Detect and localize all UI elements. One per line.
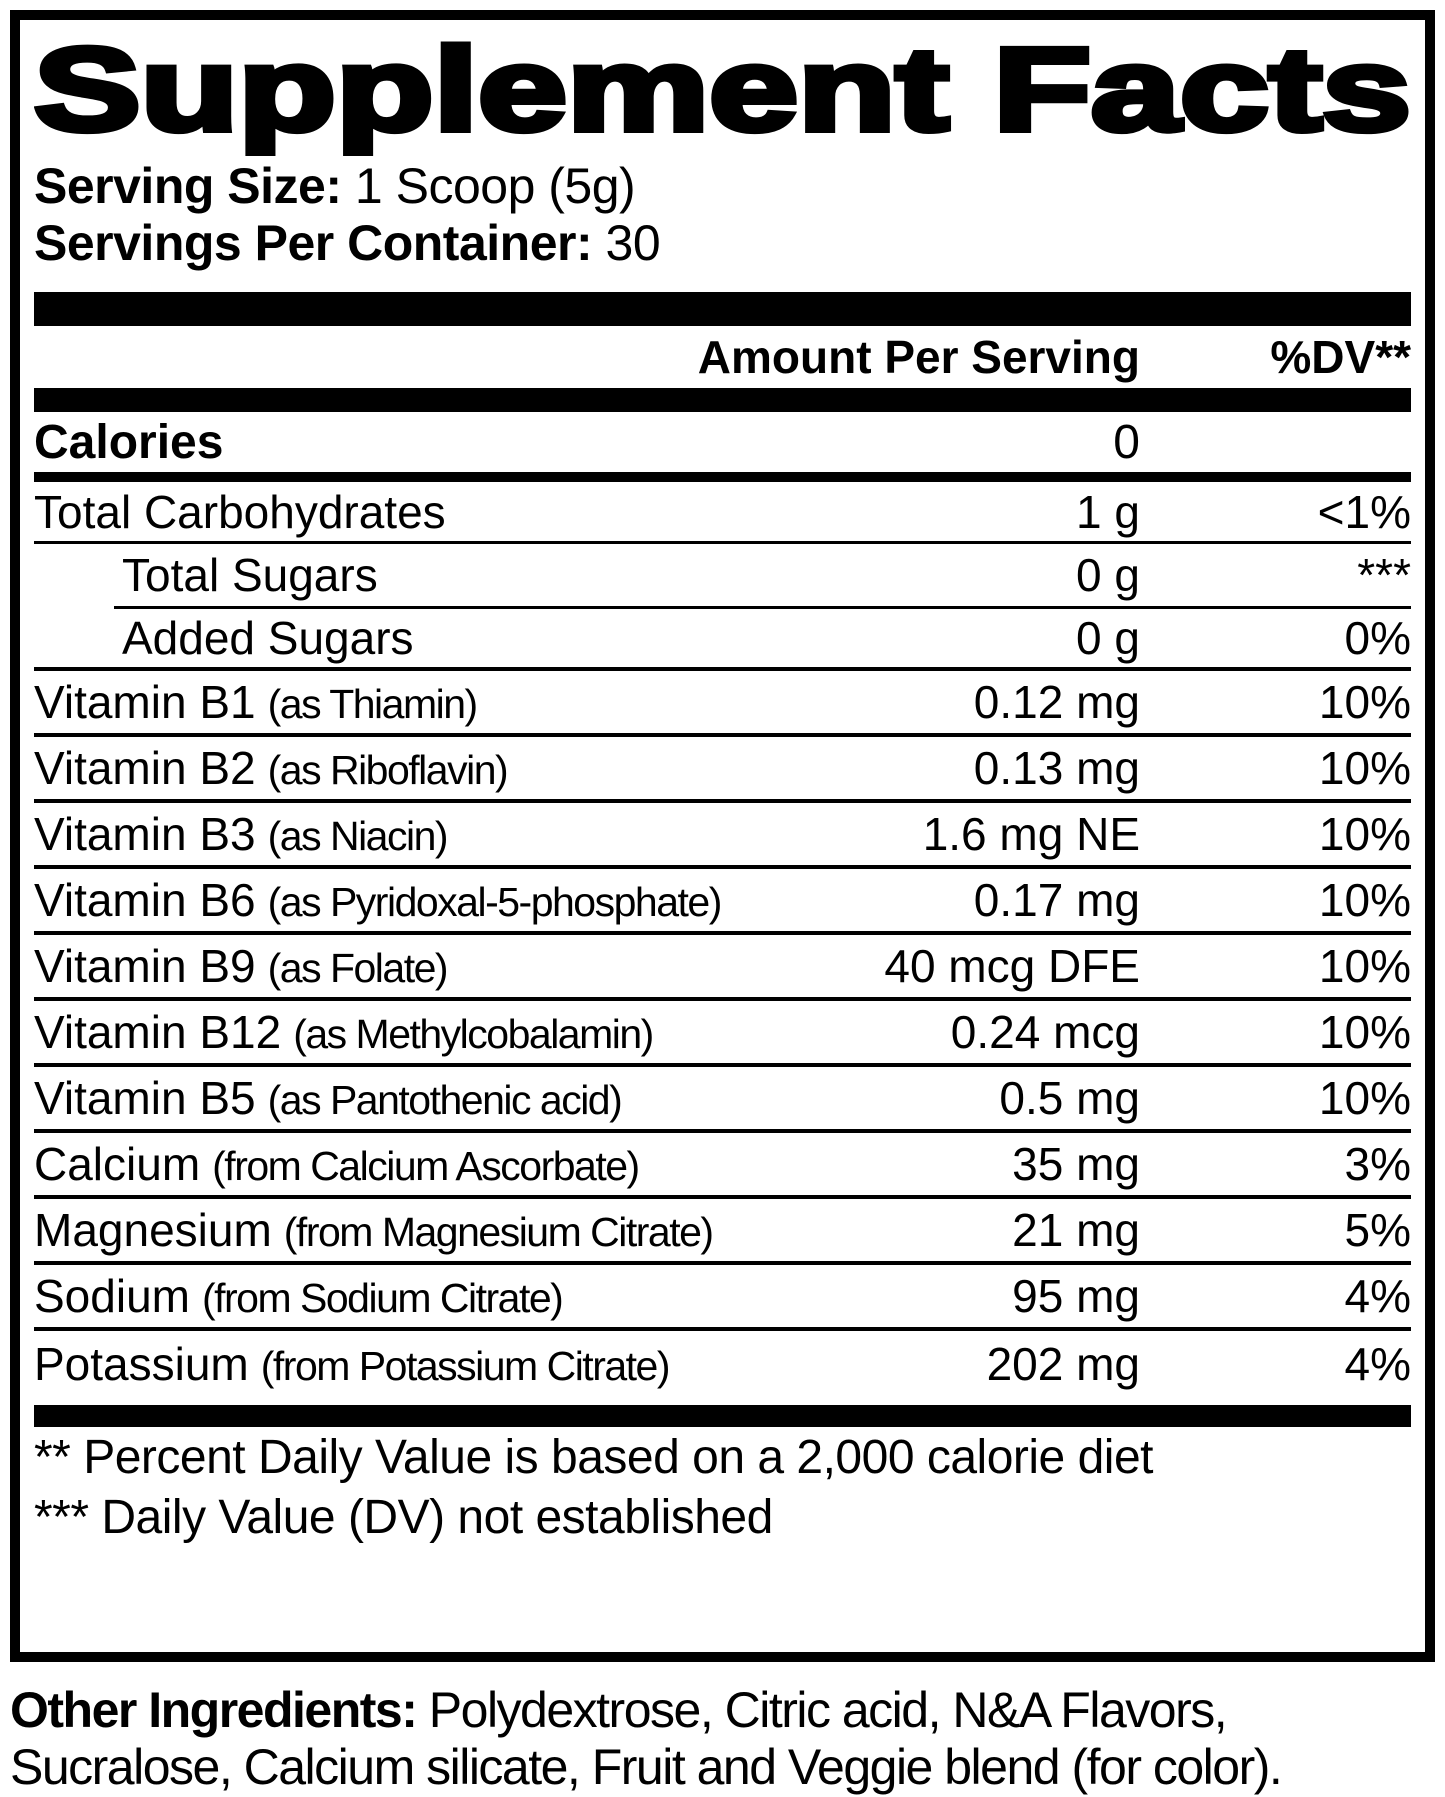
divider-bar-calories (34, 472, 1411, 482)
footnote-dv-not-established: *** Daily Value (DV) not established (34, 1491, 773, 1544)
panel-title-svg: Supplement Facts (34, 26, 1411, 156)
nutrient-dv: 10% (1318, 676, 1411, 728)
divider-bar-top (34, 292, 1411, 326)
nutrient-source: (as Pyridoxal-5-phosphate) (267, 879, 723, 925)
column-header-row: Amount Per Serving %DV** (34, 326, 1411, 388)
serving-size-line: Serving Size: 1 Scoop (5g) (34, 158, 1411, 215)
nutrient-amount: 0.13 mg (973, 742, 1140, 794)
nutrient-dv: 0% (1344, 612, 1411, 664)
servings-count-label: Servings Per Container: (34, 215, 593, 271)
nutrient-amount: 202 mg (986, 1338, 1140, 1390)
nutrient-name: Magnesium (34, 1204, 272, 1256)
servings-count-value: 30 (605, 215, 661, 271)
nutrient-source: (as Thiamin) (267, 681, 479, 727)
nutrient-name: Calcium (34, 1138, 201, 1190)
nutrient-amount: 0.5 mg (999, 1072, 1140, 1124)
nutrient-source: (from Potassium Citrate) (260, 1343, 671, 1389)
nutrient-name: Vitamin B3 (34, 808, 256, 860)
divider-bar-header (34, 388, 1411, 412)
nutrient-name: Vitamin B2 (34, 742, 256, 794)
calories-row: Calories 0 (34, 412, 1411, 472)
nutrient-row-total-carbohydrates: Total Carbohydrates 1 g <1% (34, 482, 1411, 544)
other-ingredients-line1: Other Ingredients: Polydextrose, Citric … (10, 1682, 1440, 1739)
nutrient-dv: <1% (1317, 485, 1411, 538)
nutrient-row-potassium: Potassium (from Potassium Citrate) 202 mg… (34, 1331, 1411, 1397)
nutrient-source: (from Magnesium Citrate) (283, 1209, 714, 1255)
nutrient-amount: 1 g (1076, 485, 1140, 538)
nutrient-row-sodium: Sodium (from Sodium Citrate) 95 mg 4% (34, 1265, 1411, 1331)
nutrient-amount: 0 g (1076, 549, 1140, 601)
nutrient-row-vitamin-b5: Vitamin B5 (as Pantothenic acid) 0.5 mg 1… (34, 1067, 1411, 1133)
nutrient-row-added-sugars: Added Sugars 0 g 0% (34, 609, 1411, 671)
dv-column-header: %DV** (1270, 331, 1411, 383)
nutrient-row-total-sugars: Total Sugars 0 g *** (34, 544, 1411, 606)
nutrient-amount: 21 mg (1012, 1204, 1140, 1256)
nutrient-amount: 0.24 mcg (950, 1006, 1140, 1058)
other-ingredients-line1-text: Polydextrose, Citric acid, N&A Flavors, (428, 1682, 1228, 1738)
nutrient-name: Vitamin B9 (34, 940, 256, 992)
nutrient-amount: 0.12 mg (973, 676, 1140, 728)
nutrient-source: (from Sodium Citrate) (201, 1275, 564, 1321)
other-ingredients-line2: Sucralose, Calcium silicate, Fruit and V… (10, 1739, 1440, 1796)
nutrient-row-vitamin-b2: Vitamin B2 (as Riboflavin) 0.13 mg 10% (34, 737, 1411, 803)
nutrient-row-vitamin-b12: Vitamin B12 (as Methylcobalamin) 0.24 mcg… (34, 1001, 1411, 1067)
calories-label: Calories (34, 415, 224, 469)
panel-title-wrap: Supplement Facts (34, 26, 1411, 158)
serving-size-value: 1 Scoop (5g) (354, 158, 636, 214)
nutrient-dv: 5% (1344, 1204, 1411, 1256)
nutrient-amount: 1.6 mg NE (922, 808, 1140, 860)
amount-column-header: Amount Per Serving (697, 331, 1140, 383)
nutrient-dv: 10% (1318, 874, 1411, 926)
nutrient-source: (as Pantothenic acid) (267, 1077, 623, 1123)
nutrient-dv: 10% (1318, 1006, 1411, 1058)
nutrient-dv: 10% (1318, 940, 1411, 992)
divider-bar-bottom (34, 1405, 1411, 1427)
servings-per-container-line: Servings Per Container: 30 (34, 215, 1411, 272)
supplement-facts-panel: Supplement Facts Serving Size: 1 Scoop (… (10, 10, 1435, 1662)
nutrient-dv: 10% (1318, 742, 1411, 794)
nutrient-row-magnesium: Magnesium (from Magnesium Citrate) 21 mg … (34, 1199, 1411, 1265)
nutrient-source: (from Calcium Ascorbate) (212, 1143, 640, 1189)
nutrient-amount: 0 g (1076, 612, 1140, 664)
nutrient-name: Vitamin B1 (34, 676, 256, 728)
other-ingredients: Other Ingredients: Polydextrose, Citric … (10, 1682, 1440, 1796)
nutrient-source: (as Niacin) (267, 813, 449, 859)
nutrient-dv: *** (1357, 549, 1411, 601)
nutrient-source: (as Methylcobalamin) (293, 1011, 654, 1057)
panel-title: Supplement Facts (34, 26, 1411, 156)
nutrient-name: Sodium (34, 1270, 190, 1322)
nutrient-row-vitamin-b6: Vitamin B6 (as Pyridoxal-5-phosphate) 0.1… (34, 869, 1411, 935)
nutrient-amount: 35 mg (1012, 1138, 1140, 1190)
nutrient-name: Vitamin B6 (34, 874, 256, 926)
nutrient-dv: 10% (1318, 808, 1411, 860)
other-ingredients-label: Other Ingredients: (10, 1682, 418, 1738)
nutrient-row-calcium: Calcium (from Calcium Ascorbate) 35 mg 3% (34, 1133, 1411, 1199)
nutrient-amount: 0.17 mg (973, 874, 1140, 926)
nutrient-amount: 40 mcg DFE (884, 940, 1140, 992)
nutrient-name: Vitamin B12 (34, 1006, 282, 1058)
nutrient-source: (as Folate) (267, 945, 449, 991)
nutrient-name: Added Sugars (122, 612, 414, 664)
nutrient-name: Total Sugars (122, 549, 378, 601)
nutrient-dv: 4% (1344, 1270, 1411, 1322)
nutrient-dv: 3% (1344, 1138, 1411, 1190)
nutrient-dv: 10% (1318, 1072, 1411, 1124)
nutrient-source: (as Riboflavin) (267, 747, 509, 793)
nutrient-dv: 4% (1344, 1338, 1411, 1390)
other-ingredients-line2-text: Sucralose, Calcium silicate, Fruit and V… (10, 1739, 1283, 1795)
divider-indented (114, 606, 1411, 609)
nutrient-row-vitamin-b9: Vitamin B9 (as Folate) 40 mcg DFE 10% (34, 935, 1411, 1001)
nutrient-name: Potassium (34, 1338, 249, 1390)
nutrient-amount: 95 mg (1012, 1270, 1140, 1322)
calories-amount: 0 (1113, 415, 1140, 469)
nutrient-name: Vitamin B5 (34, 1072, 256, 1124)
nutrient-name: Total Carbohydrates (34, 485, 446, 538)
footnote-daily-value: ** Percent Daily Value is based on a 2,0… (34, 1431, 1153, 1484)
nutrient-row-vitamin-b3: Vitamin B3 (as Niacin) 1.6 mg NE 10% (34, 803, 1411, 869)
nutrient-row-vitamin-b1: Vitamin B1 (as Thiamin) 0.12 mg 10% (34, 671, 1411, 737)
serving-size-label: Serving Size: (34, 158, 342, 214)
